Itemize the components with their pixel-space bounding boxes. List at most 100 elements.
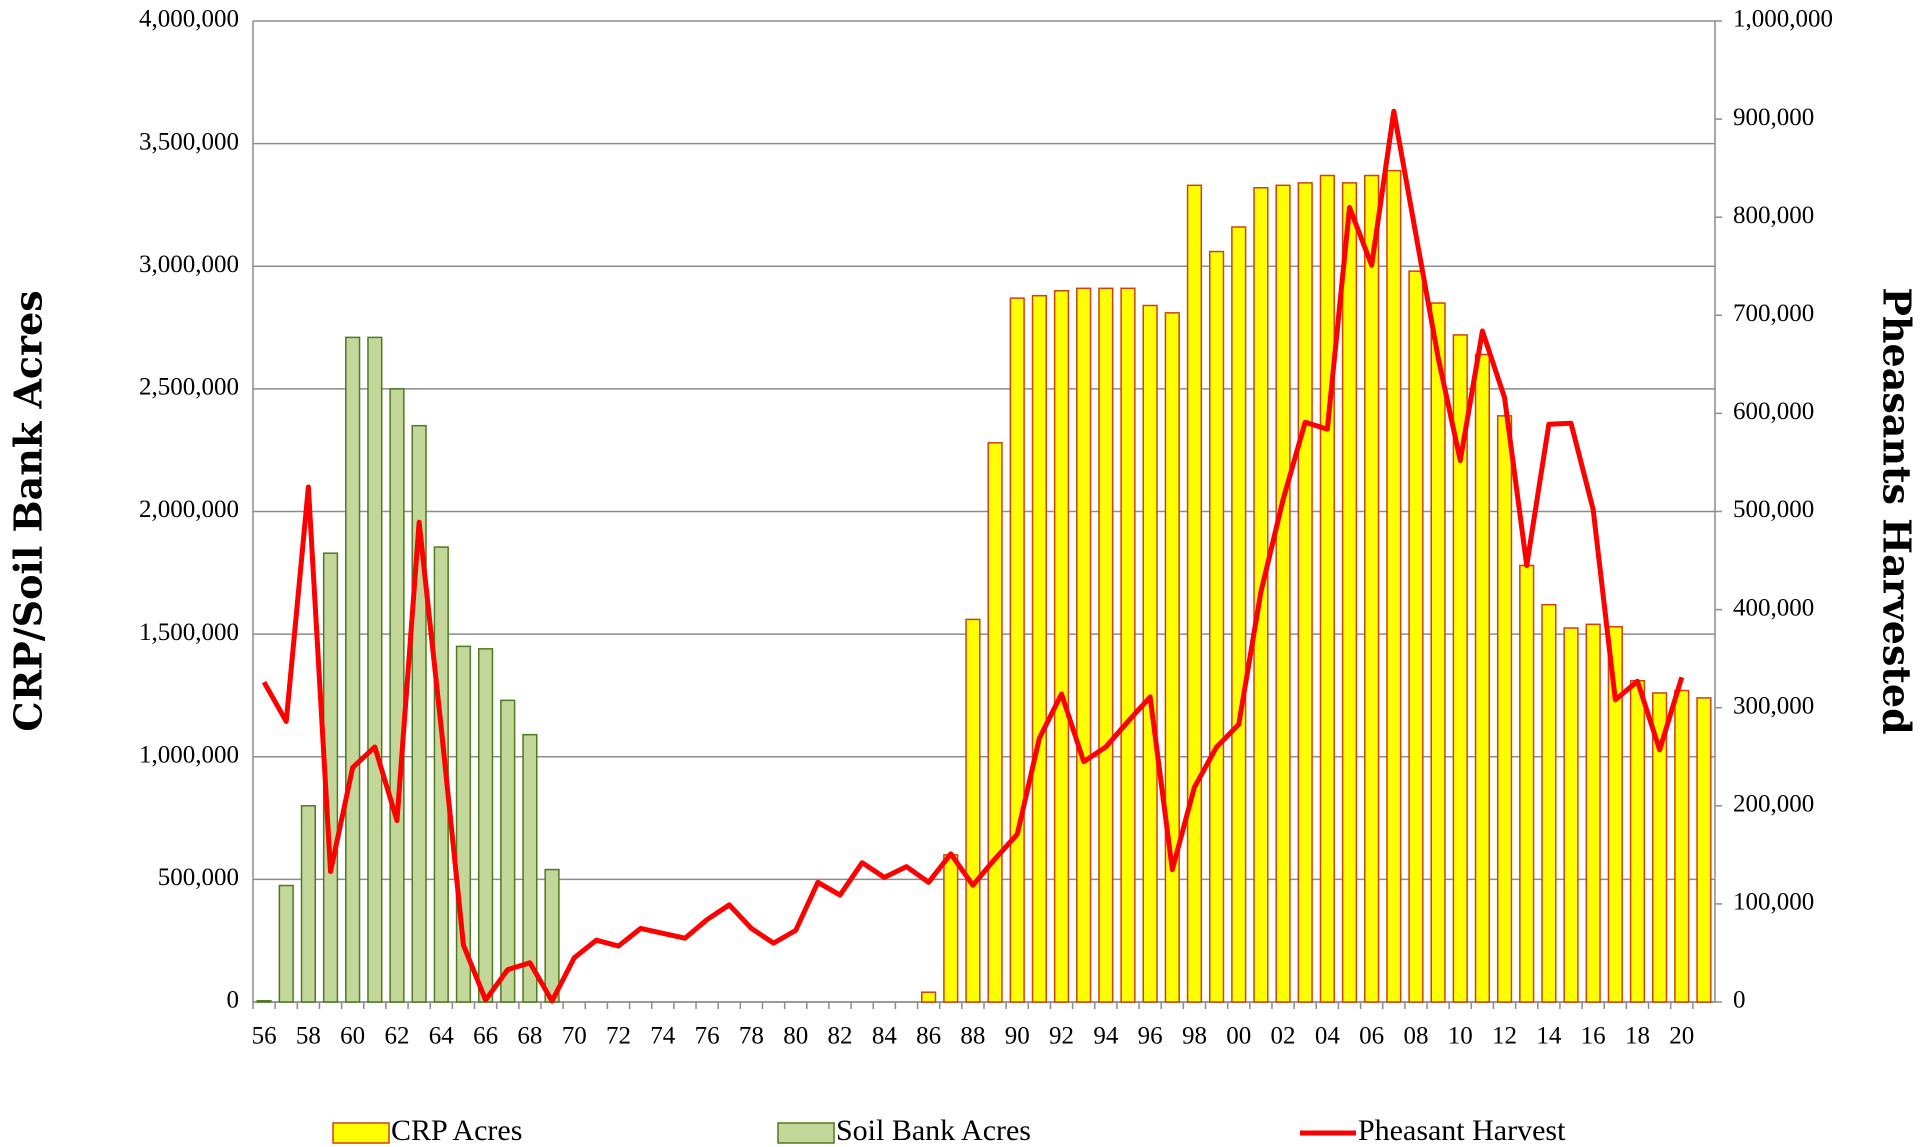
y2-tick-label: 300,000	[1733, 692, 1814, 719]
bar	[544, 868, 560, 1003]
x-tick-label: 18	[1625, 1023, 1650, 1050]
y2-tick-label: 200,000	[1733, 791, 1814, 818]
bar	[1452, 334, 1468, 1003]
x-tick-label: 78	[739, 1023, 764, 1050]
y-tick-label: 2,000,000	[139, 496, 239, 523]
bar	[1164, 312, 1180, 1003]
legend-swatch	[332, 1122, 390, 1144]
y2-tick-label: 600,000	[1733, 398, 1814, 425]
x-tick-label: 64	[429, 1023, 455, 1050]
x-tick-label: 02	[1271, 1023, 1296, 1050]
bar	[1186, 184, 1203, 1003]
x-tick-label: 10	[1448, 1023, 1473, 1050]
x-tick-label: 16	[1581, 1023, 1606, 1050]
bar	[1341, 182, 1358, 1003]
y-tick-label: 1,500,000	[139, 619, 239, 646]
x-tick-label: 86	[916, 1023, 941, 1050]
y2-axis-title: Pheasants Harvested	[1875, 287, 1920, 734]
x-tick-label: 96	[1138, 1023, 1163, 1050]
x-tick-label: 84	[872, 1023, 898, 1050]
y2-tick-label: 1,000,000	[1733, 6, 1833, 33]
y-axis-title: CRP/Soil Bank Acres	[6, 290, 51, 731]
bar	[1386, 169, 1402, 1003]
y-tick-label: 500,000	[158, 864, 239, 891]
y-tick-label: 0	[227, 987, 240, 1014]
bar	[1563, 627, 1579, 1003]
bar	[522, 733, 538, 1003]
bar	[278, 884, 294, 1003]
y-tick-label: 3,500,000	[139, 128, 239, 155]
x-tick-label: 74	[650, 1023, 676, 1050]
bar	[256, 1000, 272, 1003]
bar	[943, 854, 959, 1003]
bar	[500, 699, 516, 1003]
bar	[1142, 304, 1158, 1003]
bar	[1519, 564, 1535, 1003]
bar	[1098, 287, 1114, 1003]
y2-tick-label: 100,000	[1733, 889, 1814, 916]
bar	[1231, 226, 1247, 1003]
x-tick-label: 90	[1005, 1023, 1030, 1050]
x-tick-label: 56	[252, 1023, 277, 1050]
y-tick-label: 2,500,000	[139, 374, 239, 401]
y2-tick-label: 700,000	[1733, 300, 1814, 327]
bar	[367, 336, 383, 1003]
x-tick-label: 08	[1403, 1023, 1428, 1050]
x-tick-label: 06	[1359, 1023, 1384, 1050]
x-tick-label: 68	[517, 1023, 542, 1050]
x-tick-label: 70	[562, 1023, 587, 1050]
bar	[1009, 297, 1025, 1003]
legend-label: Pheasant Harvest	[1358, 1114, 1566, 1147]
x-tick-label: 94	[1093, 1023, 1119, 1050]
bar	[921, 991, 937, 1003]
y2-tick-label: 900,000	[1733, 104, 1814, 131]
x-tick-label: 12	[1492, 1023, 1517, 1050]
x-tick-label: 82	[828, 1023, 853, 1050]
y2-tick-label: 500,000	[1733, 496, 1814, 523]
bar	[345, 336, 361, 1003]
bar	[1364, 174, 1380, 1003]
bar	[965, 618, 981, 1003]
x-tick-label: 58	[296, 1023, 321, 1050]
bar	[1319, 174, 1335, 1003]
x-tick-label: 04	[1315, 1023, 1341, 1050]
bar	[411, 424, 427, 1003]
x-tick-label: 76	[695, 1023, 720, 1050]
x-tick-label: 14	[1536, 1023, 1562, 1050]
bar	[1053, 290, 1070, 1003]
x-tick-label: 62	[384, 1023, 409, 1050]
bar	[1430, 302, 1446, 1003]
y-tick-label: 1,000,000	[139, 741, 239, 768]
legend-label: Soil Bank Acres	[836, 1114, 1031, 1147]
legend-label: CRP Acres	[391, 1114, 522, 1147]
y2-tick-label: 400,000	[1733, 594, 1814, 621]
bar	[1297, 182, 1313, 1003]
x-tick-label: 92	[1049, 1023, 1074, 1050]
bar	[300, 805, 316, 1003]
bar	[987, 442, 1003, 1003]
bar	[1629, 679, 1646, 1003]
x-tick-label: 88	[960, 1023, 985, 1050]
x-tick-label: 66	[473, 1023, 498, 1050]
bar	[1585, 623, 1601, 1003]
bar	[1120, 287, 1136, 1003]
bar	[1408, 270, 1424, 1003]
bar	[1275, 184, 1291, 1003]
bar	[1208, 250, 1225, 1003]
bar	[477, 648, 494, 1003]
x-tick-label: 20	[1669, 1023, 1694, 1050]
y2-tick-label: 0	[1733, 987, 1746, 1014]
x-tick-label: 80	[783, 1023, 808, 1050]
bar	[1541, 603, 1557, 1003]
x-tick-label: 60	[340, 1023, 365, 1050]
y-tick-label: 3,000,000	[139, 251, 239, 278]
bar	[1076, 287, 1092, 1003]
bar	[1474, 353, 1491, 1003]
y-tick-label: 4,000,000	[139, 6, 239, 33]
bar	[1496, 415, 1513, 1003]
bar	[1607, 626, 1623, 1003]
legend-swatch	[777, 1122, 835, 1144]
bar	[1696, 697, 1712, 1003]
bar	[1031, 294, 1047, 1003]
